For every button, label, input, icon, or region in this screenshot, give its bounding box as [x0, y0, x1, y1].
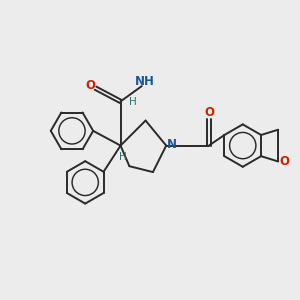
Text: O: O	[204, 106, 214, 119]
Text: O: O	[280, 155, 290, 168]
Text: H: H	[119, 152, 127, 162]
Text: N: N	[167, 138, 177, 151]
Text: H: H	[129, 97, 137, 107]
Text: O: O	[85, 79, 95, 92]
Text: NH: NH	[135, 75, 155, 88]
